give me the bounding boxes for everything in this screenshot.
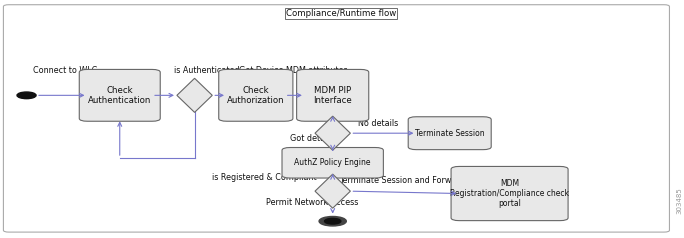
- FancyBboxPatch shape: [297, 69, 369, 121]
- Polygon shape: [315, 116, 350, 150]
- Text: Got details: Got details: [290, 134, 334, 143]
- Circle shape: [324, 218, 341, 224]
- Text: MDM
Registration/Compliance check
portal: MDM Registration/Compliance check portal: [450, 179, 569, 208]
- Text: is Authenticated: is Authenticated: [174, 66, 240, 75]
- Text: Terminate Session: Terminate Session: [415, 129, 484, 138]
- Polygon shape: [177, 78, 212, 112]
- Text: Check
Authorization: Check Authorization: [227, 86, 285, 105]
- FancyBboxPatch shape: [451, 166, 568, 221]
- Circle shape: [319, 217, 346, 226]
- Polygon shape: [315, 174, 350, 208]
- Text: is Registered & Compliant: is Registered & Compliant: [211, 173, 316, 182]
- Text: Get Device MDM attributes: Get Device MDM attributes: [239, 66, 347, 75]
- FancyBboxPatch shape: [3, 5, 670, 232]
- Text: Check
Authentication: Check Authentication: [88, 86, 151, 105]
- Text: 303485: 303485: [676, 187, 682, 214]
- Text: No details: No details: [358, 119, 398, 128]
- Text: AuthZ Policy Engine: AuthZ Policy Engine: [294, 158, 371, 167]
- FancyBboxPatch shape: [282, 148, 383, 178]
- Text: Connect to WLC: Connect to WLC: [34, 66, 98, 75]
- Text: Terminate Session and Forward: Terminate Session and Forward: [339, 176, 465, 185]
- FancyBboxPatch shape: [408, 117, 491, 150]
- Text: MDM PIP
Interface: MDM PIP Interface: [313, 86, 352, 105]
- Text: Query MDM: Query MDM: [307, 103, 354, 112]
- Circle shape: [17, 92, 36, 99]
- FancyBboxPatch shape: [219, 69, 293, 121]
- Text: Permit Network Access: Permit Network Access: [266, 198, 358, 207]
- Text: Compliance/Runtime flow: Compliance/Runtime flow: [286, 9, 396, 18]
- FancyBboxPatch shape: [79, 69, 160, 121]
